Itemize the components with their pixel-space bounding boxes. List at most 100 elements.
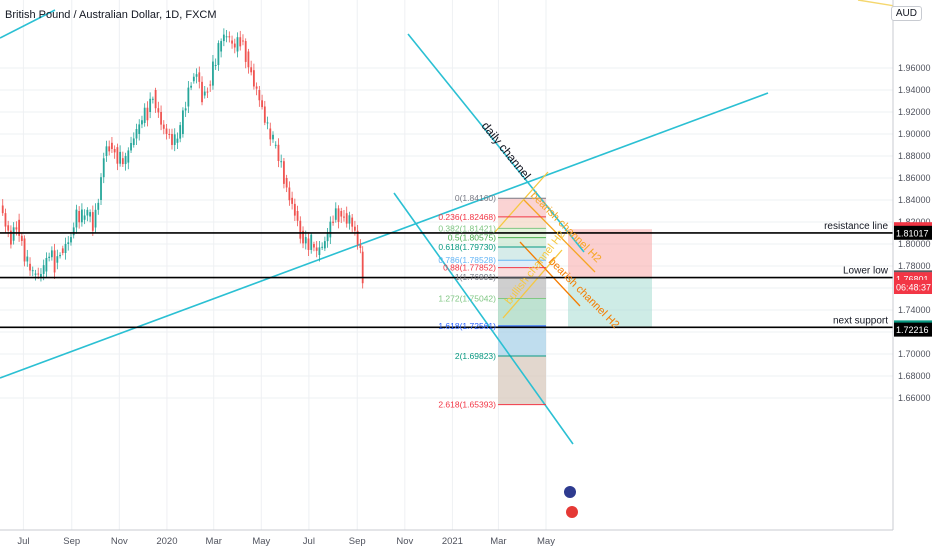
- candle-body: [116, 147, 119, 164]
- fib-label: 0.5(1.80575): [448, 233, 496, 243]
- candle-body: [212, 61, 214, 86]
- candle-body: [258, 90, 261, 101]
- x-tick-label: Mar: [490, 536, 506, 547]
- candle-body: [97, 202, 100, 210]
- candle-body: [61, 248, 64, 254]
- candle-body: [160, 112, 162, 125]
- y-tick-label: 1.92000: [898, 107, 931, 117]
- candle-body: [220, 41, 223, 52]
- candle-body: [119, 151, 122, 164]
- fib-label: 0.382(1.81421): [438, 223, 496, 233]
- x-tick-label: Jul: [303, 536, 315, 547]
- candle-body: [318, 247, 321, 255]
- candle-body: [274, 144, 277, 146]
- candle-body: [217, 43, 220, 66]
- candle-body: [356, 230, 359, 245]
- candle-body: [269, 128, 272, 140]
- fib-label: 1(1.76991): [455, 272, 496, 282]
- fib-zone: [498, 237, 546, 247]
- fib-label: 0.88(1.77852): [443, 263, 496, 273]
- reward-zone: [568, 277, 652, 328]
- candle-body: [138, 124, 141, 134]
- fib-zone: [498, 260, 546, 268]
- candle-body: [326, 233, 329, 242]
- candle-body: [354, 226, 356, 231]
- y-tick-label: 1.88000: [898, 151, 931, 161]
- candle-body: [285, 178, 288, 188]
- candle-body: [146, 107, 149, 121]
- y-tick-label: 1.90000: [898, 129, 931, 139]
- candle-body: [310, 234, 313, 250]
- fib-label: 2.618(1.65393): [438, 400, 496, 410]
- fib-label: 0.618(1.79730): [438, 242, 496, 252]
- candle-body: [12, 227, 15, 241]
- candle-body: [132, 138, 135, 145]
- candle-body: [141, 120, 143, 125]
- candle-body: [121, 158, 124, 165]
- candle-body: [124, 155, 127, 165]
- y-tick-label: 1.70000: [898, 349, 931, 359]
- candle-body: [209, 84, 212, 86]
- candle-body: [263, 106, 266, 123]
- candle-body: [34, 273, 37, 275]
- candle-body: [59, 254, 61, 257]
- annotation-label: daily channel: [479, 119, 534, 182]
- candle-body: [329, 221, 332, 238]
- candle-body: [83, 215, 86, 220]
- candle-body: [64, 243, 67, 254]
- price-tag: [894, 280, 932, 295]
- candle-body: [201, 81, 203, 103]
- x-tick-label: Jul: [17, 536, 29, 547]
- candle-body: [108, 146, 111, 152]
- candle-body: [168, 133, 171, 135]
- candle-body: [192, 76, 195, 82]
- candle-body: [280, 161, 283, 163]
- candle-body: [179, 125, 182, 139]
- candle-body: [182, 110, 184, 134]
- x-tick-label: Mar: [206, 536, 222, 547]
- y-tick-label: 1.80000: [898, 239, 931, 249]
- price-tag-label: 06:48:37: [896, 283, 931, 293]
- candle-body: [171, 134, 173, 145]
- currency-selector[interactable]: AUD: [890, 6, 922, 21]
- x-tick-label: Sep: [349, 536, 366, 547]
- candle-body: [332, 221, 334, 223]
- channel-line-lower: [393, 192, 574, 445]
- candle-body: [105, 146, 108, 156]
- price-tag-label: 1.76801: [896, 275, 929, 285]
- price-tag: [894, 225, 932, 240]
- x-tick-label: 2020: [156, 536, 177, 547]
- fib-label: 1.272(1.75042): [438, 294, 496, 304]
- candle-body: [165, 128, 168, 134]
- candle-body: [302, 230, 304, 244]
- candle-body: [334, 208, 337, 220]
- channel-line: [519, 241, 581, 307]
- x-tick-label: Nov: [111, 536, 128, 547]
- channel-line: [494, 171, 549, 233]
- price-tag-label: 1.81017: [896, 228, 929, 238]
- flag-icon: [564, 486, 576, 498]
- fib-zone: [498, 267, 546, 278]
- candle-body: [337, 208, 340, 222]
- candle-body: [321, 246, 324, 248]
- candle-body: [348, 215, 351, 224]
- y-tick-label: 1.96000: [898, 63, 931, 73]
- candle-body: [29, 263, 31, 271]
- candle-body: [91, 212, 94, 231]
- candle-body: [143, 107, 146, 123]
- candle-body: [343, 216, 345, 218]
- candle-body: [228, 36, 231, 38]
- candle-body: [50, 250, 53, 258]
- candle-body: [222, 34, 225, 42]
- x-tick-label: Nov: [396, 536, 413, 547]
- candle-body: [67, 242, 70, 244]
- candle-body: [56, 256, 59, 263]
- candle-body: [247, 51, 250, 68]
- candle-body: [214, 65, 217, 67]
- candle-body: [31, 270, 34, 272]
- fib-zone: [498, 355, 546, 405]
- candle-body: [111, 142, 113, 150]
- candle-body: [151, 98, 154, 100]
- fib-label: 1.618(1.72561): [438, 321, 496, 331]
